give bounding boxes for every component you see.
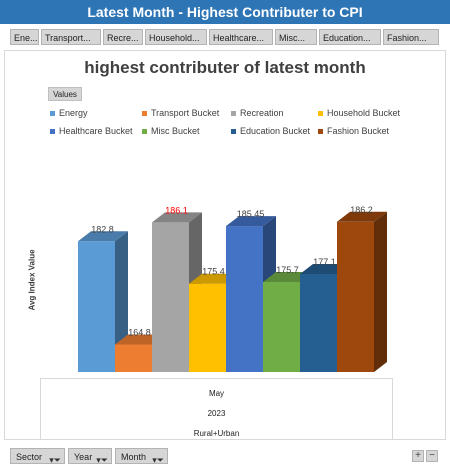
x-axis-month: May: [208, 389, 225, 398]
legend-swatch: [231, 111, 236, 117]
x-axis-category-box: May 2023 Rural+Urban: [40, 378, 393, 440]
slicer-transport-button[interactable]: Transport...: [41, 29, 101, 45]
slicer-misc-button[interactable]: Misc...: [275, 29, 317, 45]
legend-swatch: [142, 111, 147, 117]
zoom-in-button[interactable]: +: [412, 450, 424, 462]
slicer-energy-button[interactable]: Ene...: [10, 29, 39, 45]
month-field-label: Month: [121, 452, 147, 462]
filter-dropdown-icon: ▾⏷: [152, 455, 164, 465]
sector-field-button[interactable]: Sector ▾⏷: [10, 448, 65, 465]
slicer-education-button[interactable]: Education...: [319, 29, 381, 45]
sector-field-label: Sector: [16, 452, 43, 462]
legend-item-misc-bucket: Misc Bucket: [142, 126, 200, 136]
values-field-button[interactable]: Values: [48, 87, 82, 101]
legend-item-household-bucket: Household Bucket: [318, 108, 400, 118]
slicer-fashion-button[interactable]: Fashion...: [383, 29, 439, 45]
slicer-healthcare-button[interactable]: Healthcare...: [209, 29, 273, 45]
legend-item-healthcare-bucket: Healthcare Bucket: [50, 126, 133, 136]
legend-label: Transport Bucket: [151, 108, 220, 118]
year-field-button[interactable]: Year ▾⏷: [68, 448, 112, 465]
window-title: Latest Month - Highest Contributer to CP…: [0, 0, 450, 24]
legend-item-transport-bucket: Transport Bucket: [142, 108, 219, 118]
zoom-out-button[interactable]: −: [426, 450, 438, 462]
filter-dropdown-icon: ▾⏷: [49, 455, 61, 465]
legend-item-recreation: Recreation: [231, 108, 284, 118]
legend-label: Education Bucket: [240, 126, 311, 136]
month-field-button[interactable]: Month ▾⏷: [115, 448, 168, 465]
legend-item-fashion-bucket: Fashion Bucket: [318, 126, 389, 136]
legend-swatch: [318, 111, 323, 117]
legend-label: Recreation: [240, 108, 284, 118]
slicer-household-button[interactable]: Household...: [145, 29, 207, 45]
y-axis-label: Avg Index Value: [27, 249, 37, 311]
x-axis-sector: Rural+Urban: [193, 429, 240, 438]
legend-swatch: [318, 129, 323, 135]
legend-label: Misc Bucket: [151, 126, 200, 136]
legend-swatch: [231, 129, 236, 135]
slicer-recreation-button[interactable]: Recre...: [103, 29, 143, 45]
legend-label: Energy: [59, 108, 88, 118]
legend-label: Household Bucket: [327, 108, 401, 118]
legend-swatch: [50, 111, 55, 117]
legend-swatch: [142, 129, 147, 135]
legend-item-energy: Energy: [50, 108, 88, 118]
legend-label: Healthcare Bucket: [59, 126, 133, 136]
legend-item-education-bucket: Education Bucket: [231, 126, 310, 136]
slicer-bar: Ene... Transport... Recre... Household..…: [0, 27, 450, 47]
x-axis-year: 2023: [207, 409, 226, 418]
legend-label: Fashion Bucket: [327, 126, 390, 136]
filter-dropdown-icon: ▾⏷: [96, 455, 108, 465]
year-field-label: Year: [74, 452, 93, 462]
legend-swatch: [50, 129, 55, 135]
chart-title: highest contributer of latest month: [84, 58, 366, 77]
